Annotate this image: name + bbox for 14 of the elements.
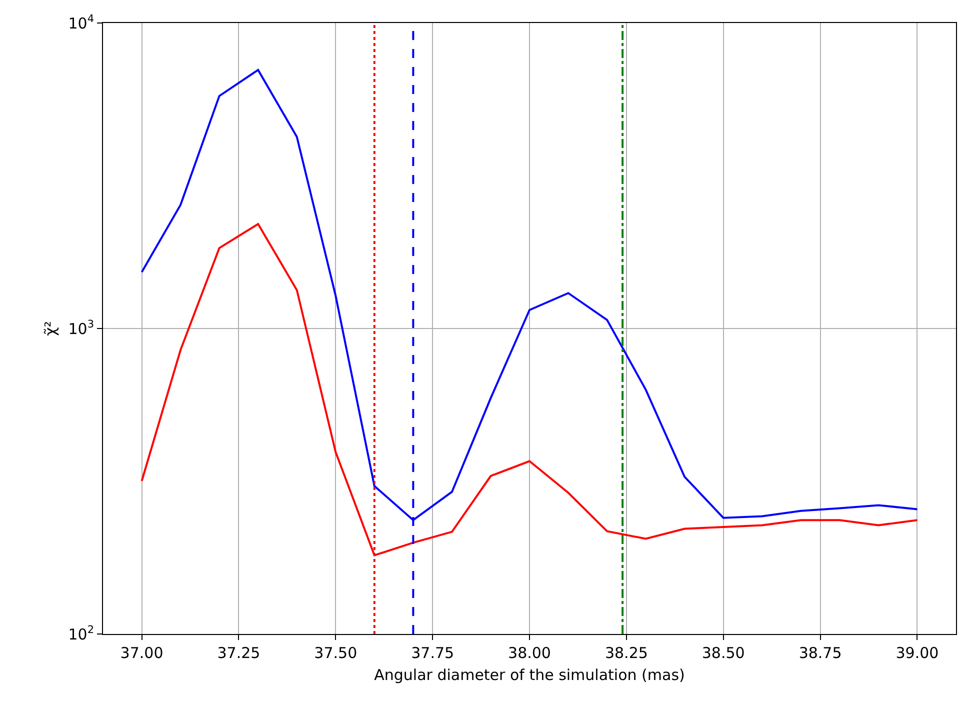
x-tick-label: 38.00 (508, 644, 551, 662)
y-tick-label: 10$^{3}$ (68, 318, 94, 338)
x-tick-label: 38.75 (798, 644, 842, 662)
x-tick-label: 39.00 (896, 644, 939, 662)
x-tick-label: 37.25 (217, 644, 260, 662)
x-tick-label: 37.75 (411, 644, 454, 662)
y-axis-title: χ̃² (41, 321, 60, 336)
x-tick-label: 37.50 (314, 644, 358, 662)
x-tick-label: 37.00 (120, 644, 164, 662)
x-axis-title: Angular diameter of the simulation (mas) (374, 666, 685, 684)
y-tick-label: 10$^{2}$ (68, 624, 94, 644)
x-tick-label: 38.50 (702, 644, 745, 662)
y-tick-label: 10$^{4}$ (68, 12, 94, 32)
x-tick-label: 38.25 (604, 644, 648, 662)
